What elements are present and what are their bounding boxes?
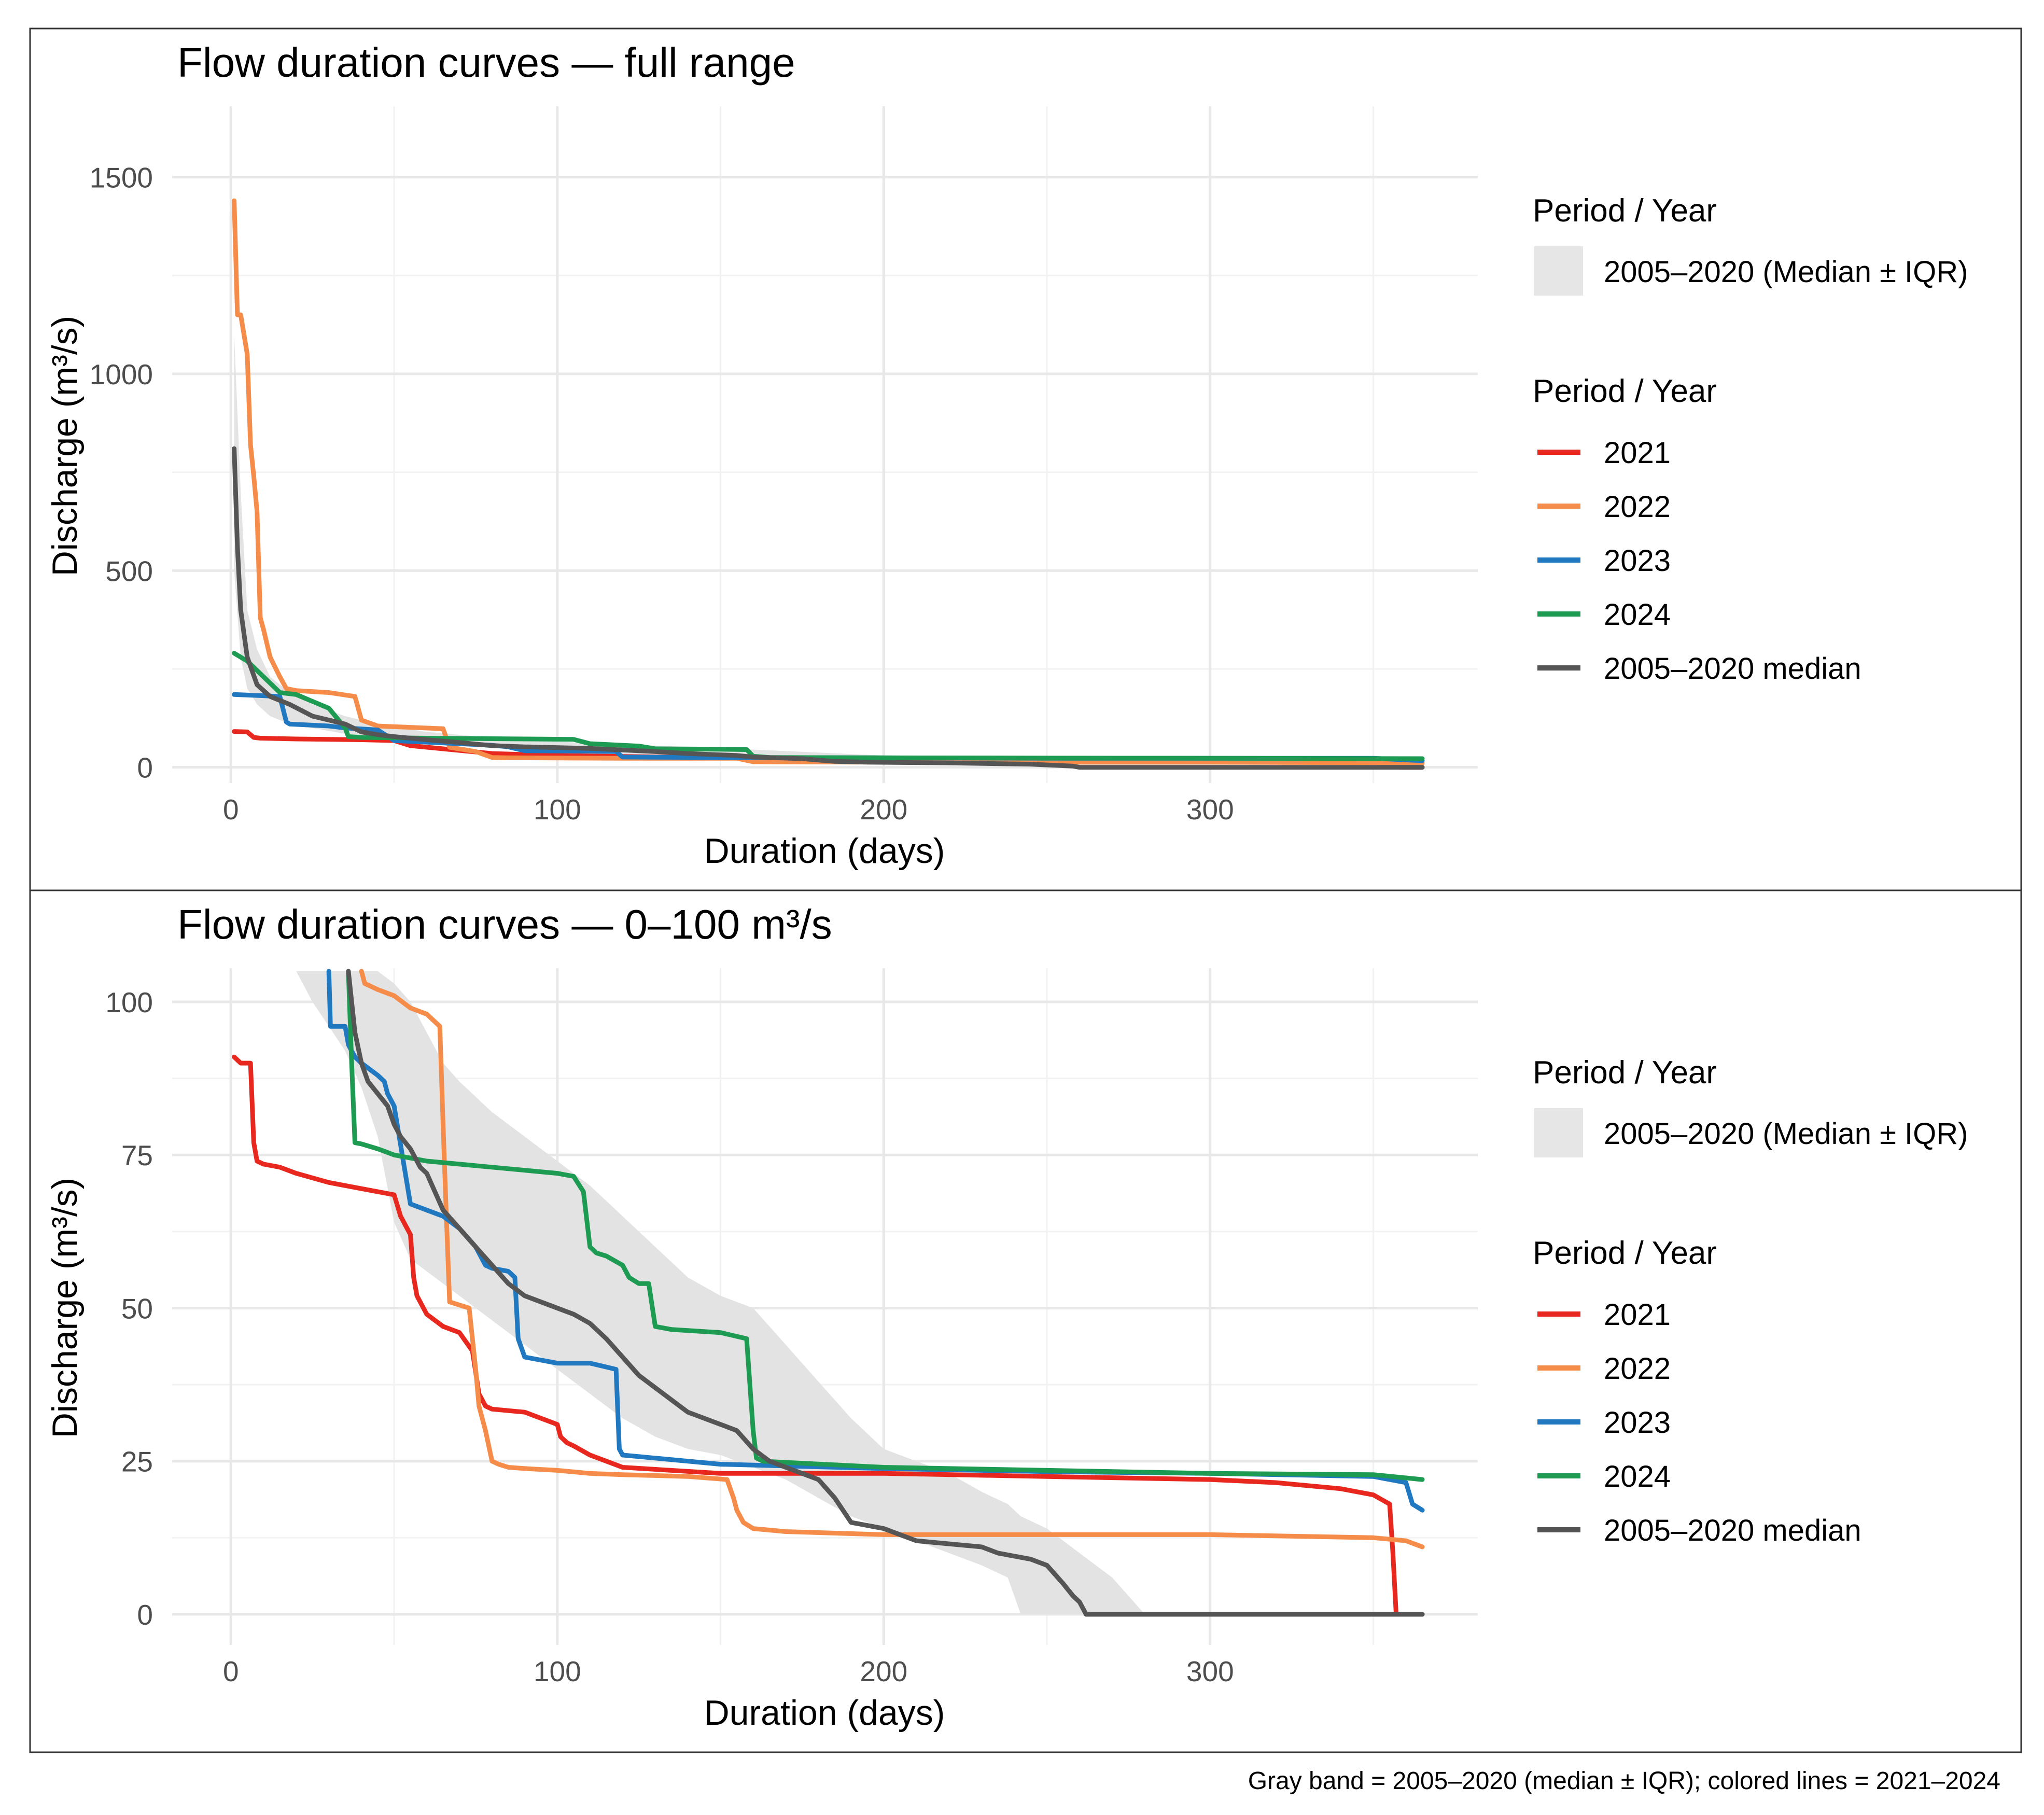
x-tick-label: 200 xyxy=(860,793,907,826)
y-tick-label: 500 xyxy=(105,555,153,587)
legend-label-2021: 2021 xyxy=(1604,436,1671,470)
iqr-band-area xyxy=(296,971,1145,1614)
legend-lines-title: Period / Year xyxy=(1533,1235,1717,1271)
x-tick-labels: 0 100 200 300 xyxy=(223,793,1234,826)
legend-band-title: Period / Year xyxy=(1533,1055,1717,1091)
x-tick-label: 0 xyxy=(223,1655,239,1687)
series-lines xyxy=(232,969,1425,1617)
x-tick-label: 300 xyxy=(1186,1655,1234,1687)
legend-label-2021: 2021 xyxy=(1604,1298,1671,1332)
chart-title: Flow duration curves — full range xyxy=(177,39,795,86)
panel-border xyxy=(29,889,2022,1753)
legend-label-2024: 2024 xyxy=(1604,598,1671,632)
y-tick-labels: 0 500 1000 1500 xyxy=(90,162,153,784)
x-tick-label: 100 xyxy=(534,793,581,826)
legend: Period / Year 2005–2020 (Median ± IQR) P… xyxy=(1533,193,1968,686)
legend-band-title: Period / Year xyxy=(1533,193,1717,229)
x-tick-label: 100 xyxy=(534,1655,581,1687)
y-tick-label: 25 xyxy=(121,1446,153,1478)
y-tick-label: 0 xyxy=(137,1599,153,1631)
legend-label-2022: 2022 xyxy=(1604,1352,1671,1386)
y-tick-labels: 0 25 50 75 100 xyxy=(105,986,153,1631)
y-tick-label: 75 xyxy=(121,1139,153,1171)
x-tick-label: 0 xyxy=(223,793,239,826)
series-line-2022 xyxy=(359,969,1425,1549)
legend-band-label: 2005–2020 (Median ± IQR) xyxy=(1604,255,1968,289)
y-tick-label: 1500 xyxy=(90,162,153,194)
series-lines xyxy=(232,198,1425,770)
legend-label-median: 2005–2020 median xyxy=(1604,1514,1861,1547)
legend-band-key xyxy=(1534,1108,1583,1157)
x-axis-label: Duration (days) xyxy=(704,831,945,871)
y-tick-label: 50 xyxy=(121,1292,153,1324)
y-tick-label: 1000 xyxy=(90,358,153,390)
legend-label-2023: 2023 xyxy=(1604,544,1671,578)
legend-label-2024: 2024 xyxy=(1604,1460,1671,1493)
legend-lines-title: Period / Year xyxy=(1533,373,1717,409)
series-line-2005-2020-median xyxy=(346,969,1425,1617)
legend: Period / Year 2005–2020 (Median ± IQR) P… xyxy=(1533,1055,1968,1547)
x-tick-label: 300 xyxy=(1186,793,1234,826)
iqr-band xyxy=(296,971,1145,1614)
iqr-band xyxy=(234,334,1422,767)
x-tick-label: 200 xyxy=(860,1655,907,1687)
legend-label-2022: 2022 xyxy=(1604,490,1671,524)
chart-title: Flow duration curves — 0–100 m³/s xyxy=(177,901,832,947)
x-tick-labels: 0 100 200 300 xyxy=(223,1655,1234,1687)
panel-full-range: Flow duration curves — full range 0 500 10… xyxy=(29,27,2022,891)
iqr-band-area xyxy=(234,334,1422,767)
gridlines xyxy=(172,106,1478,783)
legend-label-2023: 2023 xyxy=(1604,1406,1671,1440)
x-axis-label: Duration (days) xyxy=(704,1693,945,1733)
series-line-2005-2020-median xyxy=(232,446,1425,770)
legend-label-median: 2005–2020 median xyxy=(1604,652,1861,686)
y-tick-label: 0 xyxy=(137,752,153,784)
legend-band-label: 2005–2020 (Median ± IQR) xyxy=(1604,1117,1968,1151)
legend-band-key xyxy=(1534,246,1583,296)
y-tick-label: 100 xyxy=(105,986,153,1018)
y-axis-label: Discharge (m³/s) xyxy=(45,1178,85,1439)
figure-caption: Gray band = 2005–2020 (median ± IQR); co… xyxy=(1248,1767,2000,1795)
y-axis-label: Discharge (m³/s) xyxy=(45,316,85,577)
panel-zoomed-range: Flow duration curves — 0–100 m³/s 0 25 50 7… xyxy=(29,889,2022,1753)
